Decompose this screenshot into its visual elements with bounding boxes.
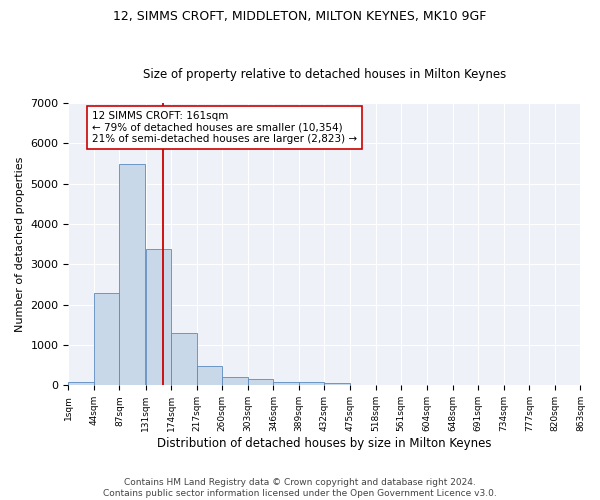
Bar	[299, 382, 325, 386]
X-axis label: Distribution of detached houses by size in Milton Keynes: Distribution of detached houses by size …	[157, 437, 492, 450]
Bar	[197, 366, 222, 386]
Y-axis label: Number of detached properties: Number of detached properties	[15, 156, 25, 332]
Text: 12 SIMMS CROFT: 161sqm
← 79% of detached houses are smaller (10,354)
21% of semi: 12 SIMMS CROFT: 161sqm ← 79% of detached…	[92, 111, 357, 144]
Bar	[119, 164, 145, 386]
Text: Contains HM Land Registry data © Crown copyright and database right 2024.
Contai: Contains HM Land Registry data © Crown c…	[103, 478, 497, 498]
Bar	[171, 334, 197, 386]
Bar	[325, 384, 350, 386]
Bar	[274, 382, 299, 386]
Bar	[68, 382, 94, 386]
Text: 12, SIMMS CROFT, MIDDLETON, MILTON KEYNES, MK10 9GF: 12, SIMMS CROFT, MIDDLETON, MILTON KEYNE…	[113, 10, 487, 23]
Bar	[222, 378, 248, 386]
Title: Size of property relative to detached houses in Milton Keynes: Size of property relative to detached ho…	[143, 68, 506, 81]
Bar	[146, 249, 171, 386]
Bar	[94, 294, 119, 386]
Bar	[248, 378, 274, 386]
